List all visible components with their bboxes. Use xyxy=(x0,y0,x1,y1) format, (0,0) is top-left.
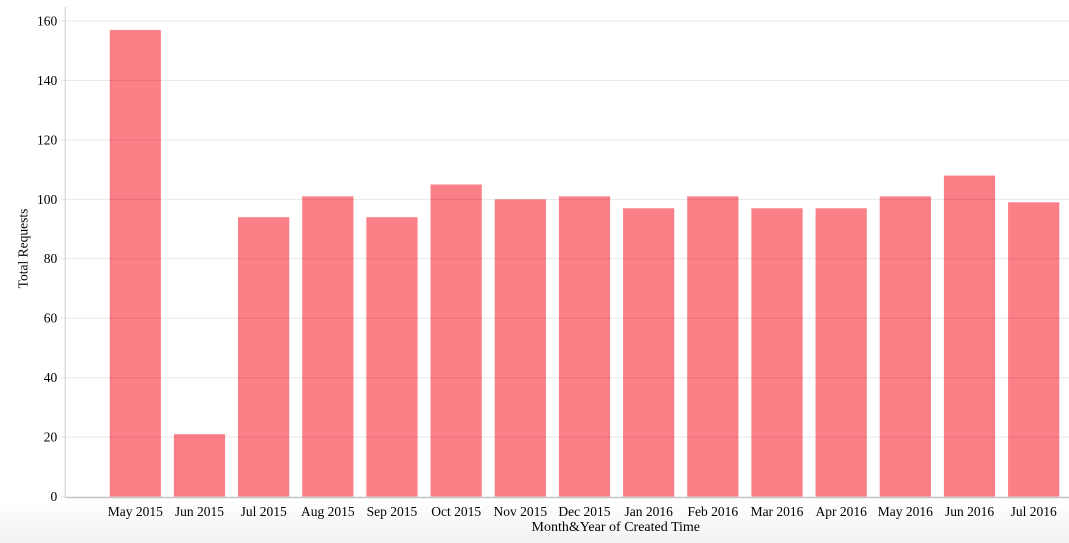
svg-text:Jul 2015: Jul 2015 xyxy=(241,504,287,519)
svg-text:160: 160 xyxy=(37,13,58,28)
svg-text:120: 120 xyxy=(37,132,58,147)
svg-text:80: 80 xyxy=(44,251,58,266)
svg-text:Aug 2015: Aug 2015 xyxy=(301,504,355,519)
svg-text:Mar 2016: Mar 2016 xyxy=(751,504,804,519)
svg-text:20: 20 xyxy=(44,430,58,445)
svg-text:0: 0 xyxy=(50,489,57,504)
svg-text:Jan 2016: Jan 2016 xyxy=(624,504,673,519)
svg-text:Feb 2016: Feb 2016 xyxy=(688,504,739,519)
svg-text:Jun 2016: Jun 2016 xyxy=(945,504,994,519)
svg-text:140: 140 xyxy=(37,73,58,88)
svg-text:Apr 2016: Apr 2016 xyxy=(815,504,867,519)
svg-text:60: 60 xyxy=(44,311,58,326)
svg-text:Dec 2015: Dec 2015 xyxy=(558,504,610,519)
svg-text:May 2016: May 2016 xyxy=(878,504,933,519)
svg-text:Oct 2015: Oct 2015 xyxy=(431,504,481,519)
svg-text:May 2015: May 2015 xyxy=(108,504,163,519)
svg-text:40: 40 xyxy=(44,370,58,385)
svg-text:Total Requests: Total Requests xyxy=(15,209,30,289)
svg-text:Month&Year of Created Time: Month&Year of Created Time xyxy=(532,520,701,535)
svg-text:Jul 2016: Jul 2016 xyxy=(1011,504,1057,519)
svg-text:Nov 2015: Nov 2015 xyxy=(494,504,548,519)
svg-text:100: 100 xyxy=(37,192,58,207)
svg-text:Jun 2015: Jun 2015 xyxy=(175,504,224,519)
svg-text:Sep 2015: Sep 2015 xyxy=(367,504,418,519)
